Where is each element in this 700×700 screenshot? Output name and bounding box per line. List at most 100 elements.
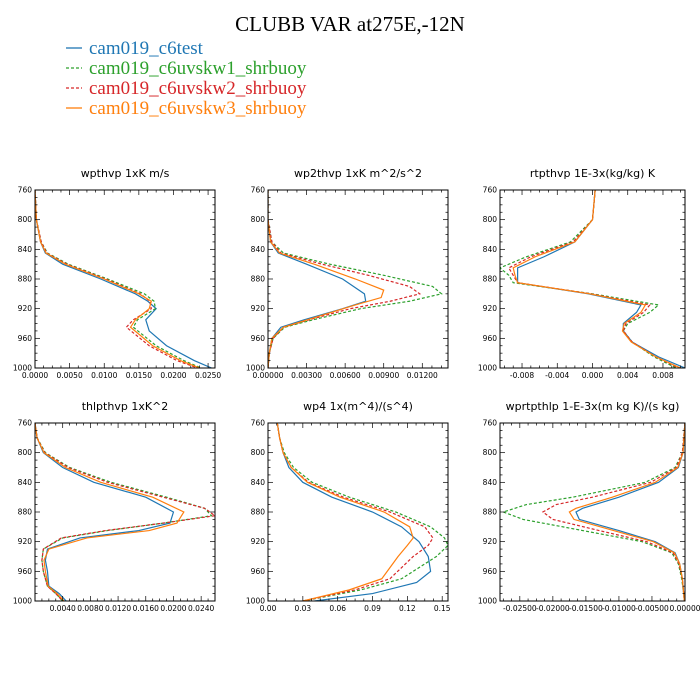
- y-tick-label: 800: [251, 448, 266, 457]
- x-tick-label: 0.0050: [56, 371, 82, 380]
- x-tick-label: -0.01500: [569, 604, 603, 613]
- x-tick-label: -0.00500: [635, 604, 669, 613]
- x-tick-label: 0.0160: [133, 604, 159, 613]
- x-tick-label: 0.00: [260, 604, 277, 613]
- x-tick-label: 0.0040: [50, 604, 76, 613]
- y-tick-label: 760: [483, 186, 498, 195]
- y-tick-label: 960: [18, 567, 33, 576]
- legend-entry: cam019_c6test: [89, 38, 204, 59]
- x-tick-label: 0.01200: [407, 371, 438, 380]
- series-line: [512, 190, 681, 368]
- y-tick-label: 920: [483, 537, 498, 546]
- x-tick-label: -0.01000: [602, 604, 636, 613]
- y-tick-label: 800: [251, 215, 266, 224]
- x-tick-label: -0.02000: [536, 604, 570, 613]
- y-tick-label: 960: [251, 334, 266, 343]
- y-tick-label: 840: [251, 245, 266, 254]
- x-tick-label: 0.00000: [252, 371, 283, 380]
- y-tick-label: 1000: [478, 364, 497, 373]
- x-tick-label: 0.0000: [22, 371, 48, 380]
- series-line: [276, 423, 448, 601]
- x-tick-label: 0.0150: [126, 371, 152, 380]
- x-tick-label: 0.06: [329, 604, 346, 613]
- figure-title: CLUBB VAR at275E,-12N: [235, 12, 465, 36]
- y-tick-label: 920: [483, 304, 498, 313]
- chart-panel: wp2thvp 1xK m^2/s^2 760 800 840 880 920 960 100…: [246, 167, 449, 380]
- y-tick-label: 960: [18, 334, 33, 343]
- x-tick-label: 0.15: [434, 604, 451, 613]
- chart-panel: wpthvp 1xK m/s76080084088092096010000.00…: [13, 167, 222, 380]
- y-tick-label: 800: [483, 215, 498, 224]
- y-tick-label: 760: [18, 186, 33, 195]
- series-line: [35, 190, 202, 368]
- x-tick-label: 0.0200: [160, 371, 186, 380]
- x-tick-label: 0.000: [582, 371, 604, 380]
- legend-entry: cam019_c6uvskw2_shrbuoy: [89, 78, 307, 99]
- y-tick-label: 800: [18, 448, 33, 457]
- y-tick-label: 760: [18, 419, 33, 428]
- x-tick-label: 0.00300: [291, 371, 322, 380]
- x-tick-label: 0.004: [617, 371, 639, 380]
- x-tick-label: 0.0200: [160, 604, 186, 613]
- panel-title: wp2thvp 1xK m^2/s^2: [294, 167, 422, 180]
- y-tick-label: 800: [483, 448, 498, 457]
- chart-panel: thlpthvp 1xK^2 760 800 840 880 920 960 1000 0.00…: [13, 400, 216, 613]
- x-tick-label: 0.00900: [368, 371, 399, 380]
- y-tick-label: 840: [483, 245, 498, 254]
- legend-entry: cam019_c6uvskw3_shrbuoy: [89, 98, 307, 119]
- series-line: [501, 423, 685, 601]
- x-tick-label: 0.09: [364, 604, 381, 613]
- y-tick-label: 880: [18, 508, 33, 517]
- legend-entry: cam019_c6uvskw1_shrbuoy: [89, 58, 307, 79]
- x-tick-label: 0.12: [399, 604, 416, 613]
- series-line: [268, 190, 443, 368]
- y-tick-label: 760: [251, 419, 266, 428]
- x-tick-label: -0.008: [510, 371, 534, 380]
- y-tick-label: 840: [18, 478, 33, 487]
- y-tick-label: 880: [483, 508, 498, 517]
- y-tick-label: 880: [18, 275, 33, 284]
- chart-panel: wprtpthlp 1-E-3x(m kg K)/(s kg) 760 800 840…: [478, 400, 700, 613]
- y-tick-label: 920: [18, 537, 33, 546]
- y-tick-label: 880: [251, 508, 266, 517]
- y-tick-label: 1000: [246, 364, 265, 373]
- y-tick-label: 840: [251, 478, 266, 487]
- series-line: [35, 190, 198, 368]
- x-tick-label: 0.0250: [195, 371, 221, 380]
- y-tick-label: 1000: [13, 364, 32, 373]
- y-tick-label: 920: [18, 304, 33, 313]
- chart-panel: rtpthvp 1E-3x(kg/kg) K 760 800 840 880 920 960…: [478, 167, 686, 380]
- y-tick-label: 960: [483, 567, 498, 576]
- y-tick-label: 920: [251, 304, 266, 313]
- panel-title: thlpthvp 1xK^2: [82, 400, 169, 413]
- chart-panel: wp4 1x(m^4)/(s^4)76080084088092096010000…: [246, 400, 451, 613]
- series-line: [35, 423, 175, 601]
- y-tick-label: 920: [251, 537, 266, 546]
- y-tick-label: 880: [483, 275, 498, 284]
- chart-panels: wpthvp 1xK m/s76080084088092096010000.00…: [13, 167, 700, 613]
- y-tick-label: 880: [251, 275, 266, 284]
- x-tick-label: 0.00600: [330, 371, 361, 380]
- y-tick-label: 1000: [13, 597, 32, 606]
- x-tick-label: 0.008: [652, 371, 674, 380]
- x-tick-label: 0.03: [294, 604, 311, 613]
- series-line: [35, 423, 185, 601]
- series-line: [276, 423, 414, 601]
- x-tick-label: 0.00000: [669, 604, 700, 613]
- panel-title: wp4 1x(m^4)/(s^4): [303, 400, 413, 413]
- y-tick-label: 840: [18, 245, 33, 254]
- series-line: [568, 423, 685, 601]
- y-tick-label: 760: [483, 419, 498, 428]
- panel-title: wpthvp 1xK m/s: [81, 167, 170, 180]
- legend: cam019_c6testcam019_c6uvskw1_shrbuoycam0…: [66, 38, 307, 119]
- series-line: [35, 423, 215, 601]
- y-tick-label: 800: [18, 215, 33, 224]
- y-tick-label: 960: [483, 334, 498, 343]
- y-tick-label: 1000: [478, 597, 497, 606]
- x-tick-label: 0.0120: [105, 604, 131, 613]
- panel-title: wprtpthlp 1-E-3x(m kg K)/(s kg): [506, 400, 680, 413]
- x-tick-label: 0.0100: [91, 371, 117, 380]
- series-line: [35, 190, 200, 368]
